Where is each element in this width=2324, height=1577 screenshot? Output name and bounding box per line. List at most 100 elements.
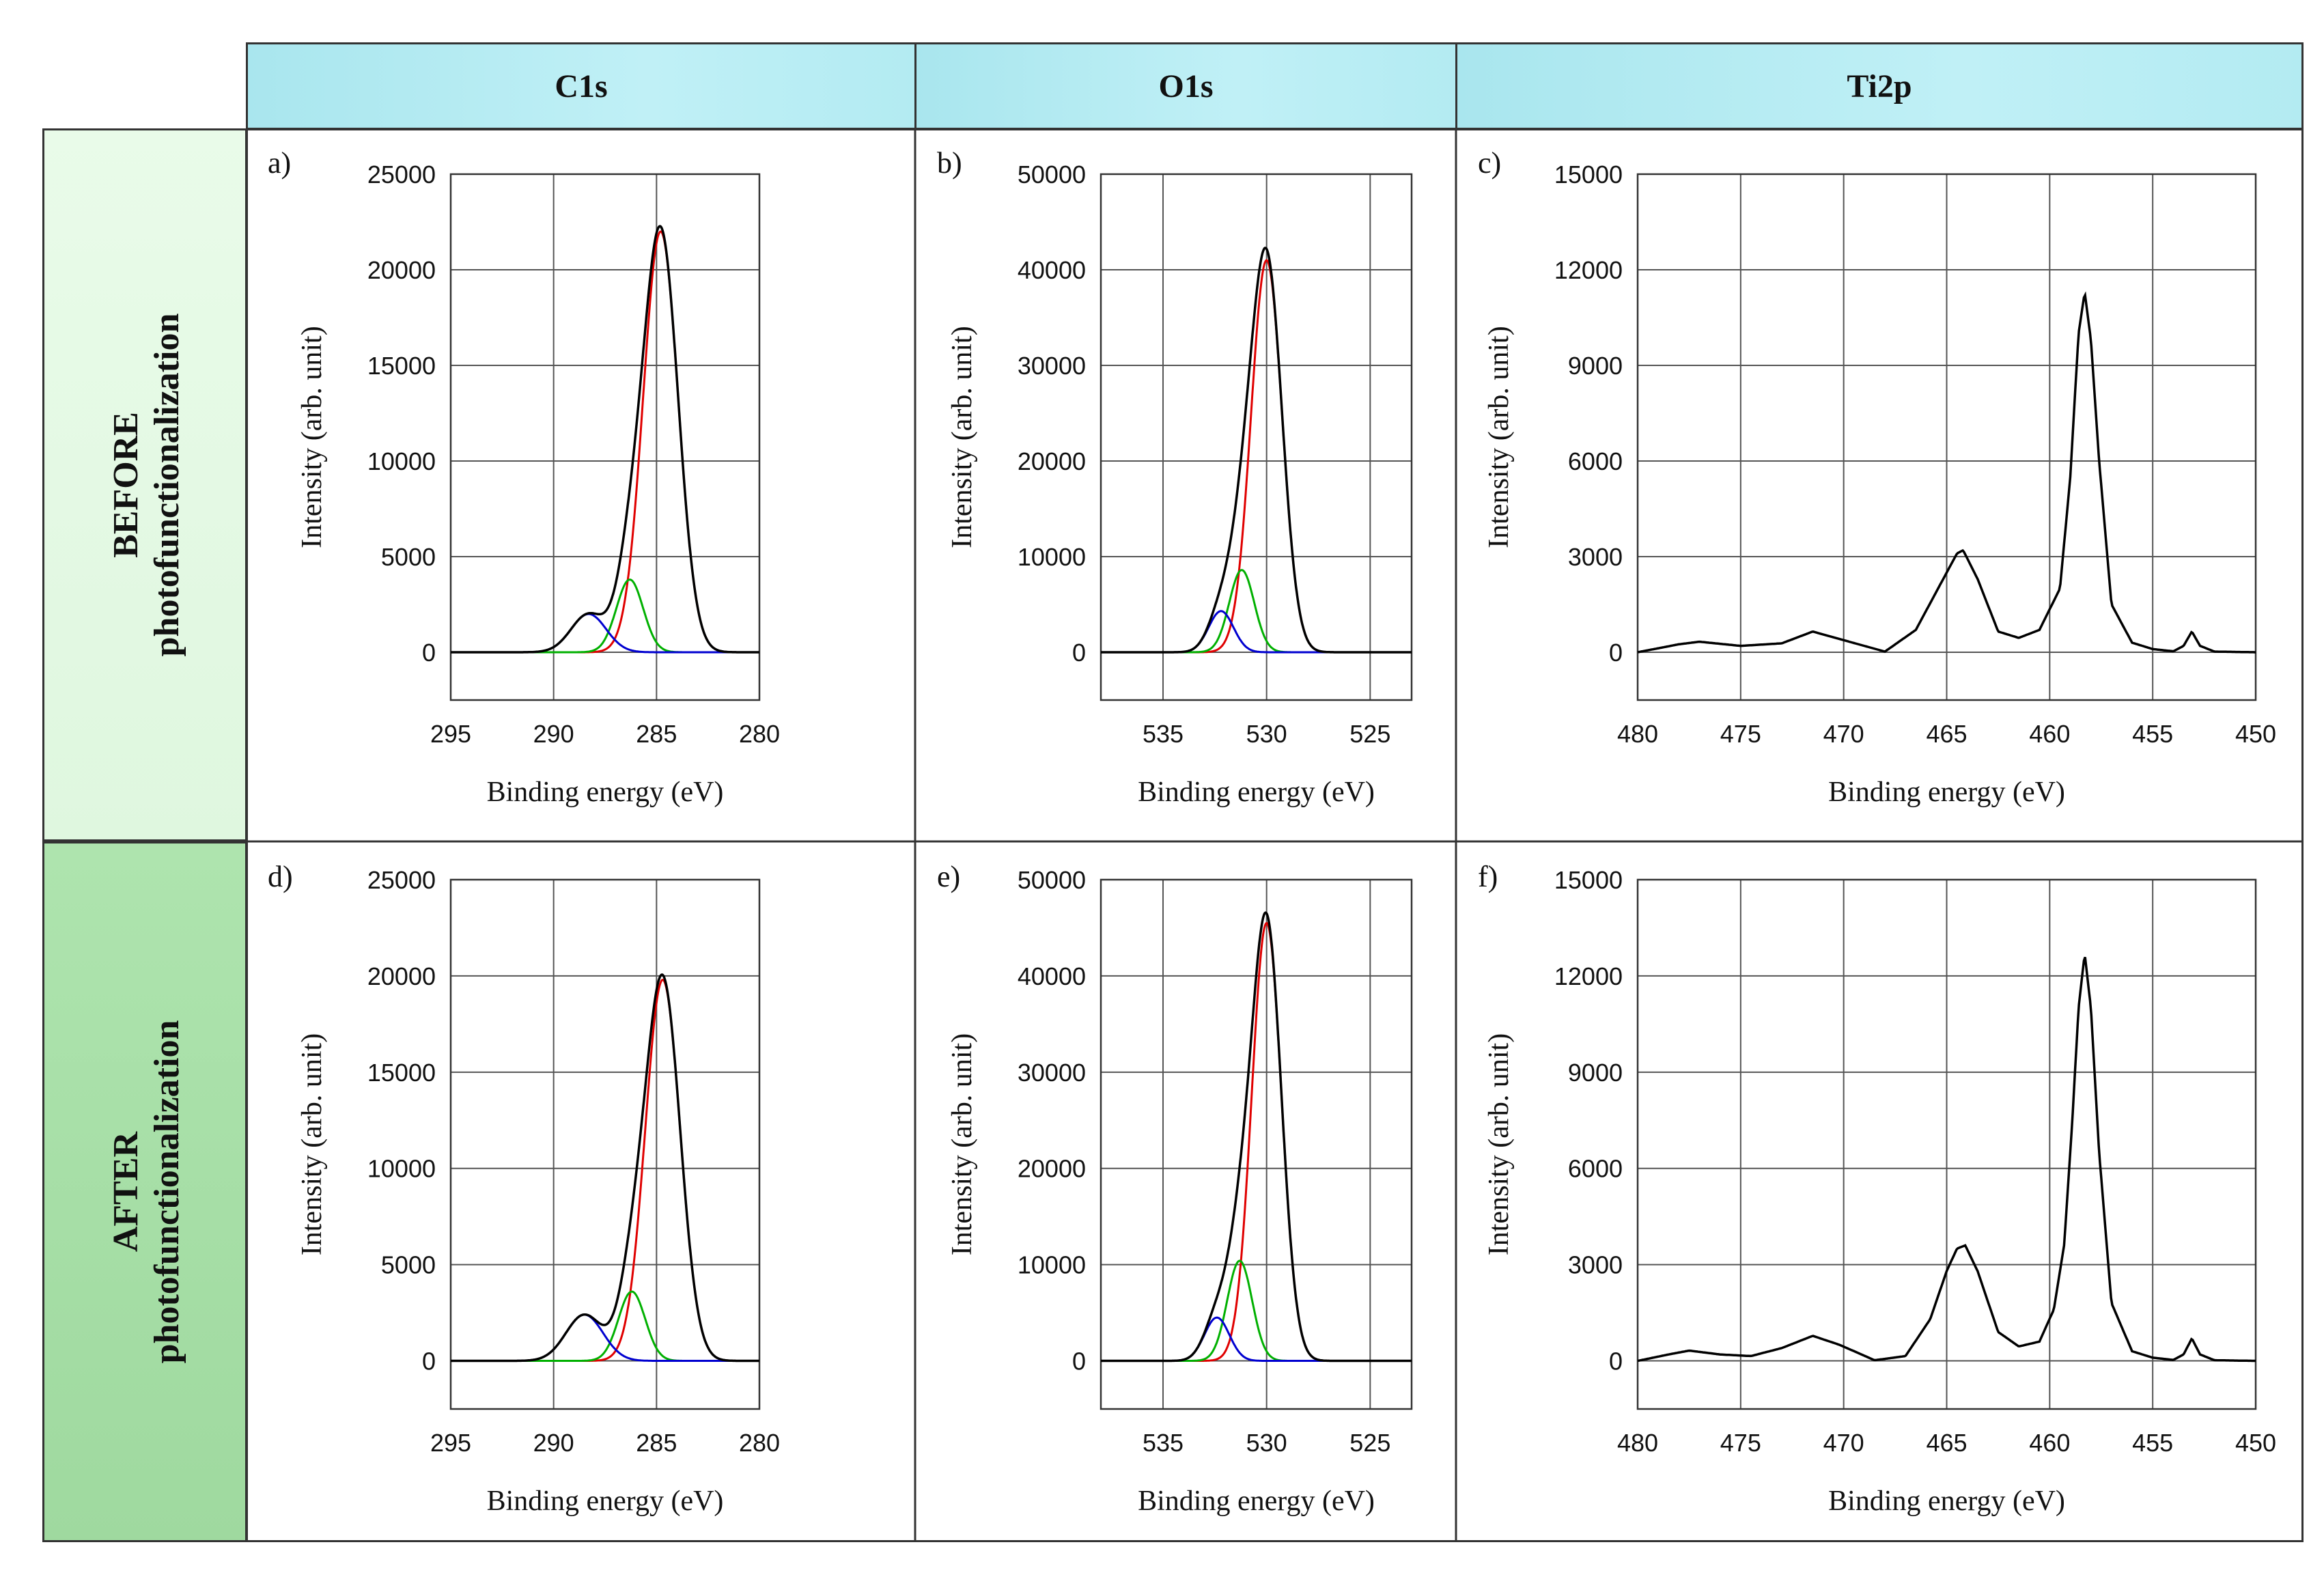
y-tick-label: 0	[1072, 1348, 1086, 1376]
x-tick-label: 285	[636, 720, 677, 748]
y-tick-label: 0	[422, 1348, 436, 1376]
x-tick-label: 480	[1617, 720, 1658, 748]
plot-frame	[1100, 878, 1413, 1410]
component-green-line	[451, 578, 759, 654]
x-tick-label: 460	[2029, 1429, 2070, 1457]
y-tick-label: 15000	[1554, 161, 1623, 189]
panel-label: b)	[937, 146, 962, 180]
y-tick-label: 9000	[1568, 1059, 1623, 1087]
x-tick-label: 455	[2132, 720, 2173, 748]
y-tick-label: 6000	[1568, 1155, 1623, 1183]
y-tick-label: 12000	[1554, 962, 1623, 990]
x-tick-label: 525	[1349, 1429, 1390, 1457]
y-tick-label: 10000	[1018, 543, 1086, 571]
y-tick-label: 6000	[1568, 447, 1623, 475]
component-red-line	[451, 979, 759, 1362]
y-tick-label: 5000	[381, 1251, 436, 1279]
y-tick-label: 0	[1609, 1348, 1623, 1376]
x-tick-label: 470	[1823, 720, 1864, 748]
y-tick-label: 30000	[1018, 352, 1086, 380]
y-tick-label: 20000	[1018, 1155, 1086, 1183]
x-tick-label: 450	[2235, 720, 2276, 748]
x-tick-label: 290	[533, 1429, 574, 1457]
x-tick-label: 465	[1926, 1429, 1967, 1457]
plot-frame	[449, 878, 761, 1410]
x-tick-label: 450	[2235, 1429, 2276, 1457]
x-tick-label: 475	[1720, 720, 1761, 748]
y-tick-label: 3000	[1568, 1251, 1623, 1279]
plot-frame	[1636, 173, 2257, 701]
x-axis-title: Binding energy (eV)	[487, 1485, 724, 1517]
y-tick-label: 20000	[367, 256, 436, 284]
x-tick-label: 525	[1349, 720, 1390, 748]
component-green-line	[451, 1290, 759, 1362]
y-tick-label: 12000	[1554, 256, 1623, 284]
x-tick-label: 295	[430, 720, 471, 748]
component-red-line	[1101, 259, 1412, 654]
column-header-label: O1s	[1158, 68, 1214, 104]
y-axis-title: Intensity (arb. unit)	[1483, 326, 1515, 548]
component-blue-line	[1101, 610, 1412, 654]
y-tick-label: 10000	[1018, 1251, 1086, 1279]
y-axis-title: Intensity (arb. unit)	[947, 326, 978, 548]
x-axis-title: Binding energy (eV)	[1138, 1485, 1375, 1517]
panel-label: a)	[268, 146, 291, 180]
x-tick-label: 475	[1720, 1429, 1761, 1457]
x-tick-label: 280	[739, 720, 780, 748]
y-axis-title: Intensity (arb. unit)	[1483, 1033, 1515, 1255]
x-tick-label: 530	[1246, 720, 1287, 748]
y-tick-label: 0	[1072, 639, 1086, 667]
component-red-line	[451, 230, 759, 654]
plot-frame	[449, 173, 761, 701]
row-header-before: BEFORE photofunctionalization	[42, 128, 247, 841]
envelope-line	[1101, 247, 1412, 654]
y-tick-label: 15000	[367, 1059, 436, 1087]
y-tick-label: 0	[422, 639, 436, 667]
y-tick-label: 10000	[367, 447, 436, 475]
x-tick-label: 480	[1617, 1429, 1658, 1457]
x-tick-label: 465	[1926, 720, 1967, 748]
column-header-c1s: C1s	[246, 42, 916, 130]
envelope-line	[451, 973, 759, 1363]
plot-frame	[1100, 173, 1413, 701]
x-tick-label: 460	[2029, 720, 2070, 748]
y-tick-label: 30000	[1018, 1059, 1086, 1087]
x-tick-label: 535	[1143, 720, 1184, 748]
component-green-line	[1101, 569, 1412, 654]
y-tick-label: 25000	[367, 161, 436, 189]
panel-label: f)	[1478, 860, 1498, 893]
y-tick-label: 10000	[367, 1155, 436, 1183]
panel-label: d)	[268, 860, 293, 893]
x-tick-label: 455	[2132, 1429, 2173, 1457]
column-header-label: C1s	[555, 68, 608, 104]
x-tick-label: 530	[1246, 1429, 1287, 1457]
y-tick-label: 20000	[367, 962, 436, 990]
spectrum-line	[1637, 956, 2256, 1363]
y-tick-label: 40000	[1018, 962, 1086, 990]
y-tick-label: 40000	[1018, 256, 1086, 284]
x-axis-title: Binding energy (eV)	[487, 777, 724, 808]
envelope-line	[451, 225, 759, 654]
column-header-ti2p: Ti2p	[1455, 42, 2304, 130]
x-tick-label: 470	[1823, 1429, 1864, 1457]
y-tick-label: 50000	[1018, 161, 1086, 189]
component-green-line	[1101, 1259, 1412, 1362]
panel-label: e)	[937, 860, 960, 893]
panel-grid-frame	[246, 128, 2304, 1542]
panel-label: c)	[1478, 146, 1501, 180]
plot-frame	[1636, 878, 2257, 1410]
y-tick-label: 20000	[1018, 447, 1086, 475]
x-tick-label: 285	[636, 1429, 677, 1457]
y-axis-title: Intensity (arb. unit)	[296, 326, 328, 548]
envelope-line	[1101, 911, 1412, 1363]
y-tick-label: 15000	[367, 352, 436, 380]
spectrum-line	[1637, 291, 2256, 654]
x-tick-label: 290	[533, 720, 574, 748]
row-header-after: AFTER photofunctionalization	[42, 841, 247, 1542]
y-tick-label: 15000	[1554, 866, 1623, 894]
x-tick-label: 280	[739, 1429, 780, 1457]
y-tick-label: 50000	[1018, 866, 1086, 894]
y-tick-label: 9000	[1568, 352, 1623, 380]
